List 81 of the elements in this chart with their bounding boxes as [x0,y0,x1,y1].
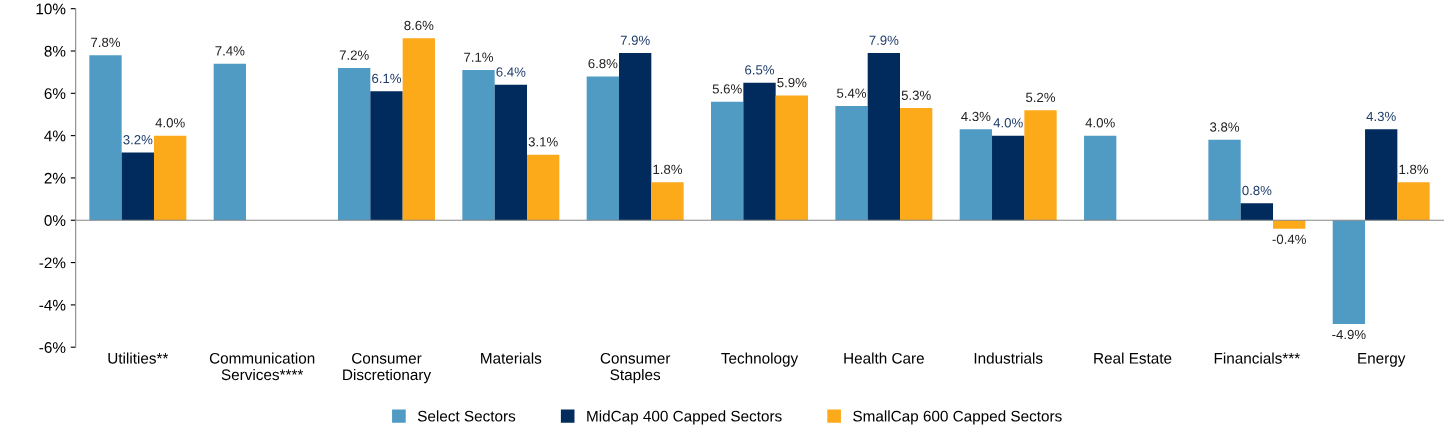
x-tick-label: Consumer Staples [600,352,671,384]
data-label: 5.3% [901,90,931,100]
bar [89,55,122,221]
bar [1332,220,1366,324]
bar [1084,135,1117,221]
data-label: 3.1% [528,137,558,147]
bar [992,135,1025,221]
bar [835,106,868,221]
y-tick-label: -4% [39,299,66,311]
data-label: 6.1% [372,73,402,84]
x-tick-label: Real Estate [1094,352,1172,364]
data-label: 4.0% [155,118,185,128]
bar [121,152,154,221]
bar [1397,182,1430,221]
legend-label: Select Sectors [417,410,516,422]
data-label: 7.9% [869,35,899,45]
y-tick-label: 6% [44,88,66,99]
x-tick-label: Communication Services**** [209,352,315,381]
y-tick-label: 0% [44,215,66,226]
data-label: -4.9% [1332,329,1366,340]
bar [619,53,652,221]
bar [370,91,403,221]
data-label: 4.3% [1366,111,1396,122]
data-label: 6.4% [496,67,526,77]
bar [527,154,560,221]
bar [1208,139,1241,221]
data-label: 1.8% [1399,164,1429,175]
y-tick-label: -6% [39,342,66,353]
bar [338,67,371,221]
data-label: 7.1% [464,52,494,62]
x-tick-label: Consumer Discretionary [343,352,432,384]
data-label: 5.2% [1026,92,1056,103]
legend-label: SmallCap 600 Capped Sectors [853,410,1062,425]
data-label: 8.6% [404,20,434,31]
bar [867,53,901,221]
bar [1365,129,1398,221]
x-tick-label: Utilities** [108,352,169,364]
bar [1024,110,1057,221]
y-tick-label: 2% [44,172,66,184]
bar [775,95,808,221]
bar [711,101,744,221]
bar [153,135,187,221]
data-label: 7.4% [215,46,245,56]
y-tick-label: 10% [36,3,66,15]
x-tick-label: Materials [481,352,542,364]
y-tick-label: -2% [39,257,66,269]
data-label: 6.5% [745,65,775,75]
data-label: 7.2% [339,50,369,60]
data-label: 4.3% [961,111,991,122]
x-tick-label: Financials*** [1214,352,1300,364]
data-label: 7.8% [91,37,121,48]
bar [959,129,993,221]
bar [494,84,527,221]
data-label: 6.8% [588,58,618,69]
bar [213,63,246,221]
x-tick-label: Energy [1358,353,1406,367]
x-tick-label: Health Care [844,352,924,364]
data-label: 4.0% [993,118,1023,128]
data-label: -0.4% [1272,234,1306,244]
data-label: 0.8% [1242,185,1272,196]
bar [743,82,776,221]
data-label: 3.8% [1209,122,1240,132]
data-label: 1.8% [653,164,683,175]
bar [586,76,620,221]
bar [462,70,495,221]
bar [1240,203,1274,221]
data-label: 4.0% [1085,118,1115,128]
y-tick-label: 8% [44,45,66,57]
data-label: 5.9% [777,77,807,88]
data-label: 7.9% [620,35,650,45]
bar [402,38,435,221]
x-tick-label: Industrials [974,352,1043,364]
data-label: 5.6% [712,84,742,94]
bar [1273,220,1306,229]
data-label: 3.2% [123,135,153,145]
data-label: 5.4% [837,88,867,98]
x-tick-label: Technology [721,352,799,367]
y-tick-label: 4% [44,130,66,142]
legend-label: MidCap 400 Capped Sectors [587,410,782,425]
bar [651,182,684,221]
bar [900,108,933,221]
